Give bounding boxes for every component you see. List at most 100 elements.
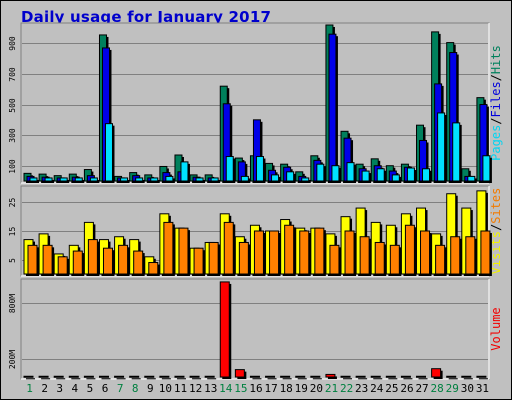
sites-bar (420, 230, 432, 276)
pages-bar (180, 161, 190, 183)
pages-bar (210, 177, 221, 183)
x-tick-label: 26 (400, 382, 413, 395)
sites-bar (57, 256, 70, 276)
volume-bar (129, 375, 141, 380)
pages-bar (301, 177, 311, 183)
x-tick-label: 23 (355, 382, 368, 395)
pages-bar (316, 163, 326, 183)
volume-bar (114, 375, 126, 380)
sites-bar (193, 247, 206, 276)
pages-bar (165, 175, 175, 183)
x-tick-label: 12 (189, 382, 202, 395)
volume-bar (310, 375, 322, 380)
sites-bar (299, 230, 311, 276)
sites-bar (148, 262, 160, 276)
legend-item-hits: Hits (489, 45, 503, 74)
y-tick-label: 200M (8, 350, 17, 369)
volume-bar (265, 375, 277, 380)
volume-bar (159, 375, 171, 380)
pages-bar (271, 174, 281, 183)
pages-bar (59, 177, 70, 183)
pages-bar (135, 177, 145, 183)
pages-bar (225, 156, 236, 183)
volume-bar (53, 375, 66, 380)
sites-bar (374, 241, 387, 276)
legend-separator: / (489, 224, 503, 231)
x-tick-label: 7 (117, 382, 124, 395)
x-tick-label: 10 (159, 382, 172, 395)
y-tick-label: 500 (8, 98, 17, 113)
volume-bar (476, 375, 488, 380)
sites-bar (178, 227, 190, 276)
volume-bar (280, 375, 292, 380)
pages-bar (391, 174, 402, 183)
pages-bar (452, 122, 462, 183)
x-tick-label: 8 (132, 382, 139, 395)
sites-bar (27, 244, 39, 276)
pages-bar (422, 168, 432, 183)
y-tick-label: 700 (8, 67, 17, 82)
legend-separator: / (489, 117, 503, 124)
x-tick-label: 29 (446, 382, 459, 395)
pages-bar (29, 177, 39, 183)
volume-bar (340, 375, 353, 380)
legend-item-volume: Volume (489, 307, 503, 350)
legend-hits-files-pages: Pages/Files/Hits (489, 45, 503, 161)
y-tick-label: 900 (8, 36, 17, 51)
panel-background (20, 278, 490, 380)
sites-bar (208, 241, 221, 276)
y-tick-label: 300 (8, 128, 17, 143)
legend-item-visits: Visits (489, 231, 503, 274)
sites-bar (269, 230, 281, 276)
volume-bar (83, 375, 96, 380)
volume-bar (400, 375, 413, 380)
x-tick-label: 14 (219, 382, 233, 395)
x-tick-label: 16 (249, 382, 262, 395)
legend-item-pages: Pages (489, 125, 503, 161)
sites-bar (450, 236, 462, 276)
volume-bar (249, 375, 262, 380)
volume-bar (204, 375, 217, 380)
sites-bar (314, 227, 326, 276)
x-tick-label: 18 (280, 382, 293, 395)
pages-bar (44, 177, 55, 183)
legend-item-files: Files (489, 81, 503, 117)
x-tick-label: 13 (204, 382, 217, 395)
sites-bar (87, 239, 100, 276)
x-tick-label: 6 (102, 382, 109, 395)
volume-bar (234, 369, 247, 379)
sites-bar (42, 244, 55, 276)
volume-bar (98, 375, 111, 380)
pages-bar (120, 177, 130, 183)
x-tick-label: 17 (264, 382, 277, 395)
pages-bar (467, 175, 477, 183)
pages-bar (240, 175, 251, 183)
y-tick-label: 800M (8, 294, 17, 313)
volume-bar (385, 375, 398, 380)
volume-bar (355, 375, 368, 380)
volume-bar (431, 368, 443, 379)
pages-bar (74, 177, 85, 183)
volume-bar (144, 375, 156, 380)
sites-bar (163, 221, 175, 276)
x-tick-label: 30 (461, 382, 474, 395)
legend-volume: Volume (489, 307, 503, 350)
sites-bar (404, 224, 417, 276)
sites-bar (118, 244, 130, 276)
volume-bar (416, 375, 428, 380)
pages-bar (89, 177, 100, 183)
x-tick-label: 22 (340, 382, 353, 395)
sites-bar (72, 250, 85, 276)
chart-title: Daily usage for January 2017 (21, 8, 272, 26)
pages-bar (286, 171, 296, 183)
sites-bar (435, 244, 447, 276)
x-tick-label: 9 (147, 382, 154, 395)
volume-bar (38, 375, 51, 380)
x-tick-label: 24 (370, 382, 384, 395)
y-tick-label: 100 (8, 159, 17, 174)
pages-bar (104, 123, 115, 183)
y-tick-label: 25 (8, 198, 17, 208)
x-tick-label: 25 (385, 382, 398, 395)
sites-bar (480, 230, 492, 276)
